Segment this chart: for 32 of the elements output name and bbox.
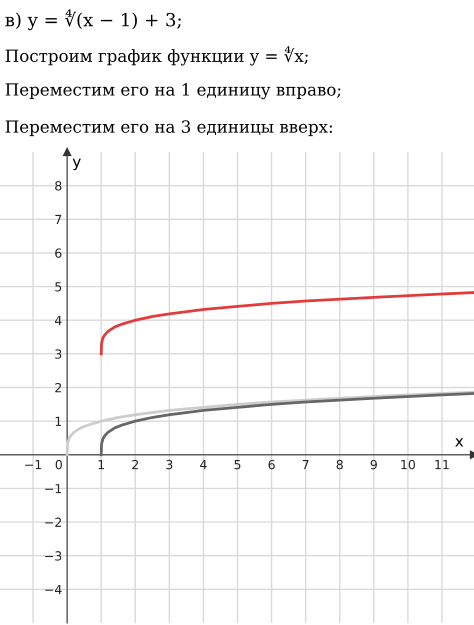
- y-tick-label: −4: [45, 584, 62, 594]
- text: Переместим его на 1 единицу вправо;: [6, 83, 340, 100]
- y-tick-label: 1: [56, 416, 62, 426]
- x-tick-label: 8: [336, 460, 343, 470]
- x-tick-label: 2: [132, 460, 138, 470]
- y-tick-label: 7: [55, 214, 62, 224]
- x-tick-label: 0: [56, 460, 62, 470]
- x-tick-label: 4: [200, 460, 207, 470]
- x-tick-label: 1: [98, 460, 104, 470]
- x-tick-label: 11: [435, 460, 449, 470]
- x-tick-label: 10: [401, 460, 416, 470]
- x-tick-label: 5: [234, 460, 240, 470]
- y-tick-label: 4: [54, 316, 62, 325]
- y-tick-label: 6: [55, 248, 62, 258]
- text: Переместим его на 3 единицы вверх:: [6, 120, 332, 136]
- y-tick-label: 8: [55, 181, 62, 191]
- y-axis-title: y: [72, 158, 81, 170]
- x-axis-title: x: [455, 438, 464, 447]
- chart-title: в) y = ∜(x − 1) + 3;: [5, 9, 181, 30]
- y-tick-label: −2: [45, 518, 62, 527]
- x-tick-label: −1: [25, 460, 42, 470]
- line-series: [100, 291, 474, 356]
- x-tick-label: 6: [268, 460, 275, 470]
- x-tick-label: 3: [166, 460, 172, 470]
- x-tick-label: 7: [302, 460, 309, 470]
- y-tick-label: 2: [55, 382, 62, 392]
- y-tick-label: −1: [45, 484, 62, 494]
- y-tick-label: 3: [55, 349, 62, 359]
- y-tick-label: −3: [45, 551, 62, 561]
- y-tick-label: 5: [55, 282, 62, 292]
- x-tick-label: 9: [370, 460, 377, 470]
- text: Построим график функции y = ∜x;: [6, 46, 308, 66]
